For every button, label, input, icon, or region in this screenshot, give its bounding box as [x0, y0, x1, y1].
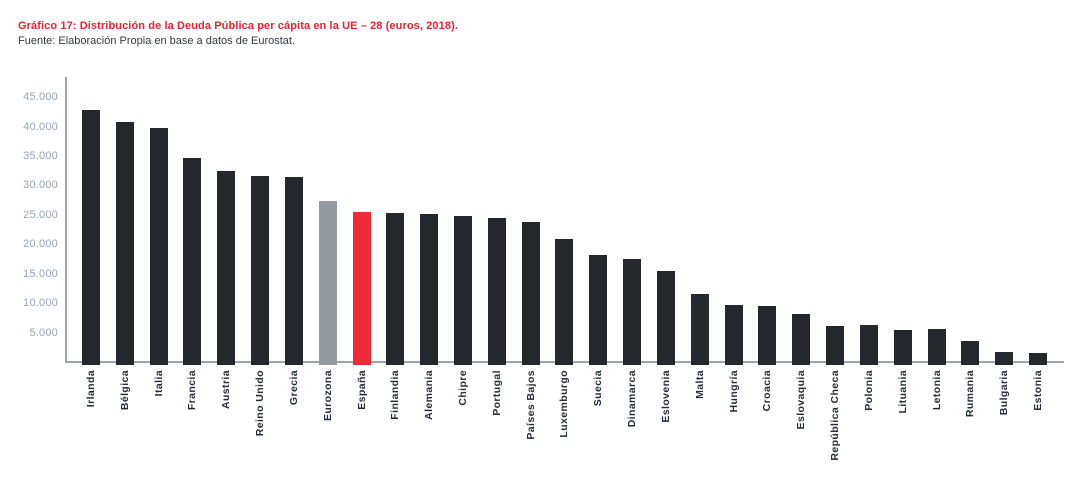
bar-estonia	[1028, 352, 1047, 366]
figure-source: Fuente: Elaboración Propia en base a dat…	[18, 35, 296, 47]
y-axis-line	[65, 77, 67, 363]
bar-dinamarca	[623, 258, 642, 366]
y-axis-tick-label: 35.000	[23, 149, 58, 162]
x-axis-label-reino-unido: Reino Unido	[254, 370, 267, 437]
y-axis-tick-label: 20.000	[23, 238, 58, 251]
x-axis-label-malta: Malta	[693, 370, 706, 399]
bar-finlandia	[386, 212, 405, 366]
bar-espana	[352, 212, 371, 366]
x-axis-label-rumania: Rumania	[964, 370, 977, 418]
x-axis-label-dinamarca: Dinamarca	[626, 370, 639, 428]
bar-luxemburgo	[555, 239, 574, 366]
x-axis-label-suecia: Suecia	[592, 370, 605, 407]
x-axis-label-finlandia: Finlandia	[389, 370, 402, 420]
bar-austria	[217, 170, 236, 366]
bar-paises-bajos	[521, 222, 540, 366]
bar-belgica	[115, 122, 134, 366]
y-axis-tick-label: 40.000	[23, 120, 58, 133]
x-axis-label-eslovaquia: Eslovaquia	[795, 370, 808, 430]
x-axis-label-estonia: Estonia	[1031, 370, 1044, 411]
x-axis-label-paises-bajos: Países Bajos	[524, 370, 537, 440]
x-axis-label-francia: Francia	[186, 370, 199, 411]
x-axis-label-bulgaria: Bulgaria	[998, 370, 1011, 416]
bar-irlanda	[82, 109, 100, 366]
bar-eslovenia	[656, 270, 675, 366]
bar-italia	[149, 128, 168, 366]
bar-portugal	[487, 218, 506, 366]
bar-francia	[183, 157, 202, 366]
x-axis-label-croacia: Croacia	[761, 370, 774, 412]
bar-malta	[690, 293, 709, 366]
x-axis-label-alemania: Alemania	[423, 370, 436, 420]
bar-croacia	[758, 305, 777, 366]
x-axis-label-lituania: Lituania	[896, 370, 909, 414]
y-axis-tick-label: 25.000	[23, 208, 58, 221]
bar-lituania	[893, 330, 912, 366]
bar-eslovaquia	[792, 314, 811, 366]
x-axis-label-belgica: Bélgica	[118, 370, 131, 411]
y-axis-tick-label: 15.000	[23, 267, 58, 280]
bar-eurozona	[318, 200, 337, 366]
x-axis-label-hungria: Hungría	[727, 370, 740, 413]
bar-letonia	[927, 329, 946, 366]
bar-bulgaria	[995, 351, 1014, 366]
bar-suecia	[589, 254, 608, 366]
x-axis-label-luxemburgo: Luxemburgo	[558, 370, 571, 438]
x-axis-label-eurozona: Eurozona	[321, 370, 334, 422]
y-axis-tick-label: 45.000	[23, 91, 58, 104]
bar-rumania	[961, 341, 980, 366]
x-axis-label-irlanda: Irlanda	[85, 370, 97, 408]
bar-reino-unido	[251, 176, 270, 366]
x-axis-label-espana: España	[355, 370, 368, 410]
figure-title: Gráfico 17: Distribución de la Deuda Púb…	[18, 20, 458, 32]
x-axis-label-eslovenia: Eslovenia	[659, 370, 672, 423]
bar-grecia	[284, 177, 303, 366]
x-axis-label-italia: Italia	[152, 370, 165, 397]
y-axis-tick-label: 5.000	[29, 326, 58, 339]
x-axis-label-austria: Austria	[220, 370, 233, 409]
x-axis-label-letonia: Letonia	[930, 370, 943, 411]
x-axis-label-republica-checa: República Checa	[829, 370, 842, 461]
bar-alemania	[420, 214, 439, 366]
bar-polonia	[859, 324, 878, 366]
y-axis-tick-label: 10.000	[23, 297, 58, 310]
y-axis-tick-label: 30.000	[23, 179, 58, 192]
bar-hungria	[724, 304, 743, 366]
x-axis-label-portugal: Portugal	[490, 370, 503, 416]
bar-chipre	[454, 216, 473, 366]
x-axis-label-chipre: Chipre	[457, 370, 470, 406]
x-axis-label-grecia: Grecia	[287, 370, 300, 406]
bar-republica-checa	[826, 325, 845, 366]
x-axis-label-polonia: Polonia	[862, 370, 875, 411]
